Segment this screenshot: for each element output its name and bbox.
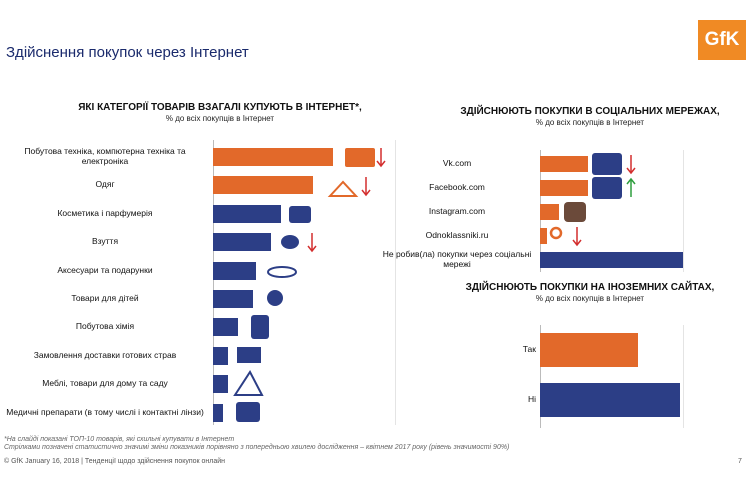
cosmetics-icon	[289, 206, 311, 223]
bar	[213, 404, 223, 422]
axis-line	[213, 140, 214, 425]
bar	[540, 180, 588, 196]
chart-title: ЗДІЙСНЮЮТЬ ПОКУПКИ В СОЦІАЛЬНИХ МЕРЕЖАХ,	[460, 106, 720, 117]
hat-icon	[267, 266, 297, 278]
category-label: Так	[522, 344, 536, 355]
bar	[540, 252, 683, 268]
bar	[213, 148, 333, 166]
bar	[213, 318, 238, 336]
ok-icon	[549, 226, 563, 240]
bar	[213, 233, 271, 251]
category-label: Взуття	[91, 236, 119, 247]
vk-icon	[592, 153, 622, 175]
category-label: Vk.com	[442, 158, 472, 169]
chart-title: ЗДІЙСНЮЮТЬ ПОКУПКИ НА ІНОЗЕМНИХ САЙТАХ,	[465, 282, 715, 293]
fb-icon	[592, 177, 622, 199]
chart-subtitle: % до всіх покупців в Інтернет	[165, 114, 275, 123]
down-arrow	[361, 177, 371, 197]
bar	[213, 375, 228, 393]
category-label: Побутова техніка, компютерна техніка та …	[24, 146, 186, 166]
up-arrow	[626, 177, 636, 197]
frame-line	[395, 140, 396, 425]
category-label: Ні	[527, 394, 536, 405]
down-arrow	[626, 155, 636, 175]
footnote: Стрілками позначені статистично значимі …	[4, 444, 510, 451]
medicine-icon	[236, 402, 260, 422]
category-label: Замовлення доставки готових страв	[33, 350, 177, 361]
category-label: Косметика і парфумерія	[57, 208, 153, 219]
bar	[213, 205, 281, 223]
footer: © GfK January 16, 2018 | Тенденції щодо …	[4, 458, 226, 465]
down-arrow	[307, 233, 317, 253]
logo: GfK	[698, 20, 746, 60]
axis-line	[540, 325, 541, 428]
category-label: Facebook.com	[429, 182, 485, 193]
down-arrow	[572, 227, 582, 247]
tv-icon	[345, 148, 375, 167]
category-label: Аксесуари та подарунки	[57, 265, 153, 276]
frame-line	[683, 325, 684, 428]
category-label: Меблі, товари для дому та саду	[42, 378, 168, 389]
category-label: Не робив(ла) покупки через соціальні мер…	[382, 249, 532, 269]
down-arrow	[376, 148, 386, 168]
bar	[540, 156, 588, 172]
category-label: Odnoklassniki.ru	[425, 230, 489, 241]
category-label: Товари для дітей	[71, 293, 139, 304]
chart-subtitle: % до всіх покупців в Інтернет	[535, 294, 645, 303]
toy-icon	[267, 290, 283, 306]
bar	[213, 262, 256, 280]
bar	[213, 347, 228, 365]
chart-title: ЯКІ КАТЕГОРІЇ ТОВАРІВ ВЗАГАЛІ КУПУЮТЬ В …	[78, 102, 362, 113]
hanger-icon	[327, 180, 359, 197]
category-label: Медичні препарати (в тому числі і контак…	[6, 407, 204, 418]
instagram-icon	[564, 202, 586, 222]
bar	[540, 204, 560, 220]
chemistry-icon	[251, 315, 269, 339]
shoes-icon	[281, 235, 299, 249]
bar	[213, 176, 313, 194]
category-label: Одяг	[95, 179, 115, 190]
page-number: 7	[738, 458, 742, 465]
chart-subtitle: % до всіх покупців в Інтернет	[535, 118, 645, 127]
bar	[540, 333, 638, 367]
bar	[540, 383, 681, 417]
chair-icon	[233, 370, 264, 396]
slide-title: Здійснення покупок через Інтернет	[6, 44, 249, 61]
footnote: *На слайді показані ТОП-10 товарів, які …	[4, 436, 235, 443]
bar	[213, 290, 253, 308]
category-label: Instagram.com	[428, 206, 486, 217]
food-icon	[237, 347, 261, 363]
frame-line	[683, 150, 684, 272]
bar	[540, 228, 548, 244]
category-label: Побутова хімія	[75, 321, 135, 332]
